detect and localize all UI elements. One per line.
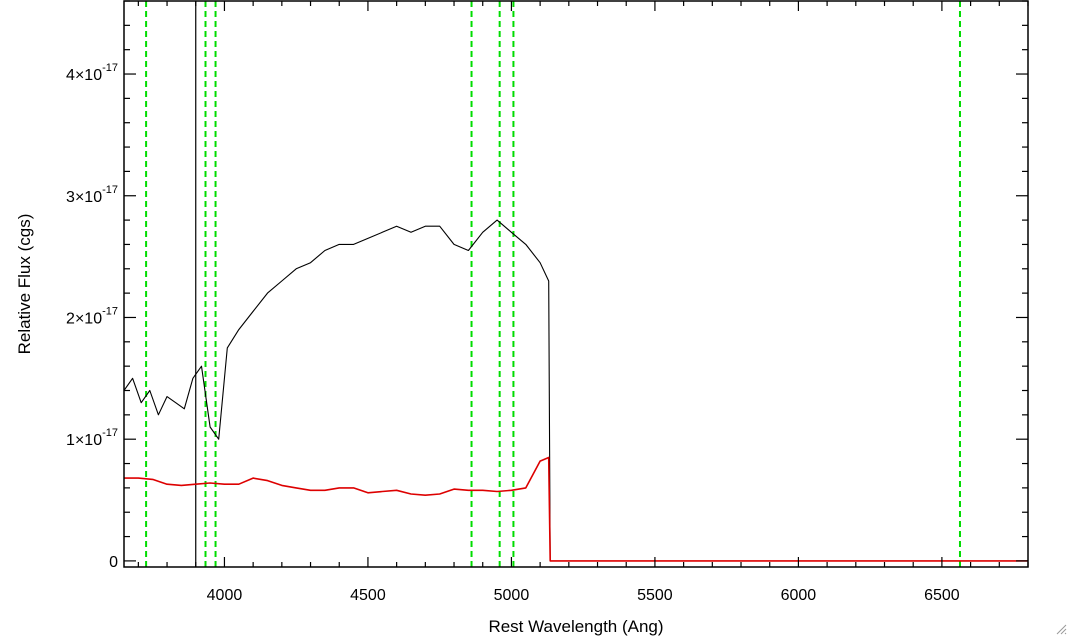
- x-tick-label: 5000: [494, 587, 530, 604]
- plot-frame: [123, 0, 1029, 568]
- y-tick-label: 3×10-17: [66, 184, 118, 206]
- resize-grip-icon[interactable]: [1055, 623, 1067, 635]
- x-tick-label: 4500: [350, 587, 386, 604]
- y-tick-label: 2×10-17: [66, 305, 118, 327]
- x-tick-label: 6000: [781, 587, 817, 604]
- y-tick-label: 4×10-17: [66, 62, 118, 84]
- x-axis-label: Rest Wavelength (Ang): [488, 617, 663, 636]
- x-tick-label: 6500: [924, 587, 960, 604]
- x-tick-label: 4000: [207, 587, 243, 604]
- x-tick-label: 5500: [637, 587, 673, 604]
- spectrum-line: [123, 219, 551, 561]
- model-line: [124, 456, 1028, 562]
- y-tick-label: 0: [109, 554, 118, 571]
- y-tick-label: 1×10-17: [66, 427, 118, 449]
- y-axis-label: Relative Flux (cgs): [15, 214, 34, 355]
